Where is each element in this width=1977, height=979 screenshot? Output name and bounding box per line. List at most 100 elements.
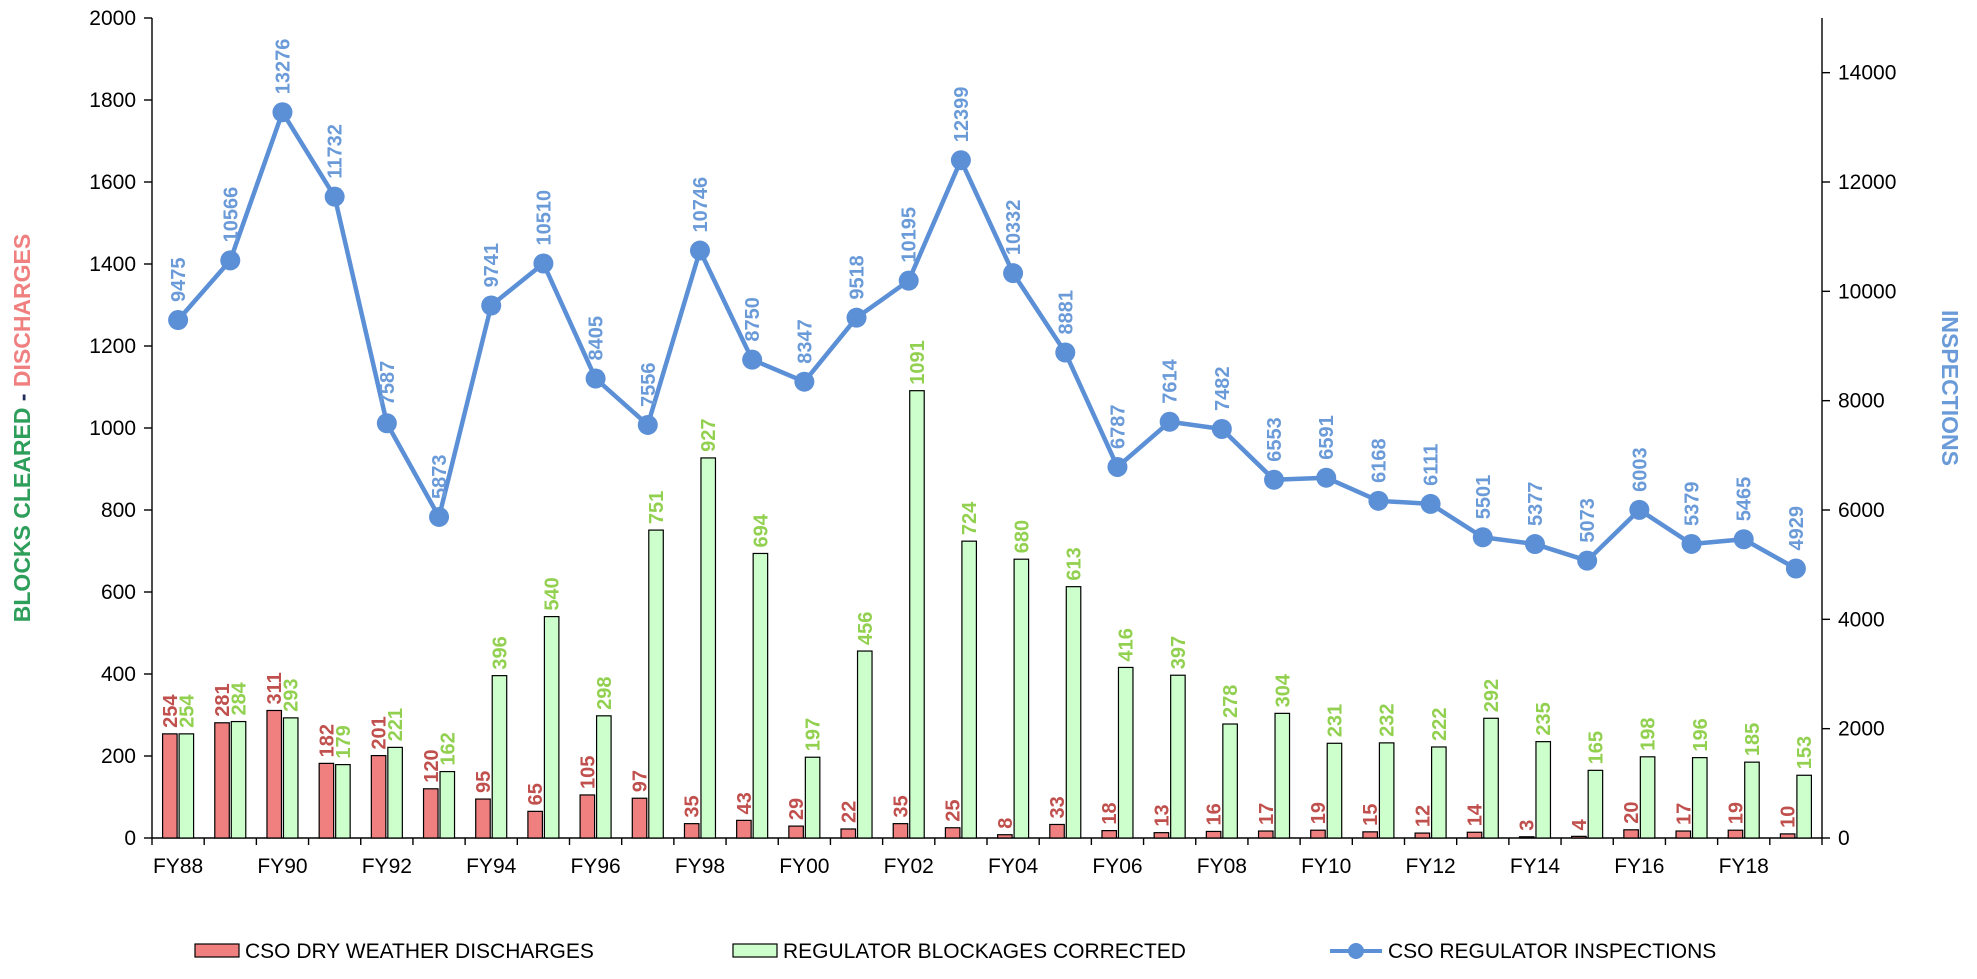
regulator-blockage-bar bbox=[1378, 742, 1395, 839]
inspections-marker bbox=[1368, 490, 1389, 511]
inspections-label: 13276 bbox=[272, 39, 294, 95]
cso-discharge-bar-label: 22 bbox=[838, 801, 860, 823]
regulator-blockage-bar-label: 185 bbox=[1742, 723, 1764, 756]
x-tick-label: FY90 bbox=[257, 855, 307, 878]
legend-item: CSO DRY WEATHER DISCHARGES bbox=[194, 940, 594, 963]
inspections-marker bbox=[950, 150, 971, 171]
cso-discharge-bar-label: 105 bbox=[577, 756, 599, 789]
inspections-label: 6787 bbox=[1107, 404, 1129, 449]
x-tick-label: FY04 bbox=[988, 855, 1039, 878]
x-tick-label: FY16 bbox=[1614, 855, 1664, 878]
cso-discharge-bar bbox=[892, 823, 909, 839]
regulator-blockage-bar bbox=[909, 390, 925, 839]
x-tick-label: FY12 bbox=[1405, 855, 1455, 878]
regulator-blockage-bar-label: 396 bbox=[489, 636, 511, 669]
regulator-blockage-bar-label: 456 bbox=[855, 612, 877, 645]
inspections-marker bbox=[1316, 467, 1337, 488]
cso-discharge-bar bbox=[996, 834, 1013, 839]
cso-discharge-bar-label: 25 bbox=[943, 800, 965, 822]
cso-discharge-bar-label: 182 bbox=[316, 724, 338, 757]
inspections-label: 5501 bbox=[1473, 475, 1495, 520]
inspections-label: 7587 bbox=[377, 361, 399, 406]
cso-discharge-bar bbox=[1466, 831, 1483, 839]
right-tick-label: 0 bbox=[1838, 827, 1850, 850]
inspections-label: 5873 bbox=[429, 454, 451, 499]
cso-discharge-bar bbox=[1727, 829, 1744, 839]
inspections-label: 12399 bbox=[951, 87, 973, 143]
inspections-label: 5073 bbox=[1577, 498, 1599, 543]
inspections-line-path bbox=[176, 109, 1798, 571]
cso-discharge-bar-label: 254 bbox=[160, 694, 182, 728]
legend-marker bbox=[1348, 943, 1364, 959]
cso-discharge-bar bbox=[631, 797, 648, 839]
cso-discharge-bar-label: 43 bbox=[734, 792, 756, 814]
regulator-blockage-bar-label: 165 bbox=[1585, 731, 1607, 764]
cso-discharge-bar bbox=[370, 754, 387, 839]
inspections-label: 7482 bbox=[1212, 366, 1234, 411]
legend-item: CSO REGULATOR INSPECTIONS bbox=[1330, 940, 1716, 963]
inspections-label: 10510 bbox=[533, 190, 555, 246]
regulator-blockage-bar-label: 724 bbox=[959, 501, 981, 535]
left-tick-label: 1600 bbox=[89, 171, 136, 194]
regulator-blockage-bar bbox=[230, 720, 247, 839]
cso-discharge-bar bbox=[1205, 830, 1222, 839]
cso-discharge-bar-label: 97 bbox=[630, 770, 652, 792]
legend-label: REGULATOR BLOCKAGES CORRECTED bbox=[783, 940, 1186, 963]
cso-discharge-bar-label: 15 bbox=[1360, 804, 1382, 826]
regulator-blockage-bar bbox=[387, 746, 403, 839]
cso-discharge-bar-label: 12 bbox=[1412, 805, 1434, 827]
regulator-blockage-bar-label: 293 bbox=[281, 678, 303, 711]
inspections-marker bbox=[1159, 411, 1180, 432]
inspections-label: 8750 bbox=[742, 297, 764, 342]
regulator-blockage-bar bbox=[439, 770, 456, 839]
cso-discharge-bar-label: 35 bbox=[890, 795, 912, 817]
left-tick-label: 200 bbox=[101, 745, 136, 768]
legend-swatch bbox=[732, 943, 778, 958]
left-tick-label: 1800 bbox=[89, 89, 136, 112]
inspections-marker bbox=[1420, 493, 1441, 514]
regulator-blockage-bar bbox=[1013, 558, 1030, 839]
regulator-blockage-bar-label: 221 bbox=[385, 708, 407, 741]
inspections-marker bbox=[637, 414, 658, 435]
cso-discharge-bar bbox=[1257, 830, 1274, 839]
cso-discharge-bar-label: 35 bbox=[682, 795, 704, 817]
regulator-blockage-bar-label: 1091 bbox=[907, 340, 929, 385]
right-tick-label: 4000 bbox=[1838, 608, 1885, 631]
regulator-blockage-bar bbox=[1222, 723, 1238, 839]
legend-swatch bbox=[194, 943, 240, 958]
inspections-marker bbox=[1577, 550, 1598, 571]
inspections-marker bbox=[794, 371, 815, 392]
legend: CSO DRY WEATHER DISCHARGES REGULATOR BLOC… bbox=[194, 940, 1716, 963]
inspections-label: 9518 bbox=[847, 255, 869, 300]
inspections-label: 9475 bbox=[168, 258, 190, 303]
right-tick-label: 10000 bbox=[1838, 280, 1896, 303]
regulator-blockage-bar-label: 927 bbox=[698, 419, 720, 452]
inspections-marker bbox=[846, 307, 867, 328]
inspections-label: 7556 bbox=[638, 362, 660, 407]
regulator-blockage-bar-label: 416 bbox=[1116, 628, 1138, 661]
y-axis-left-title-part: - bbox=[9, 387, 35, 407]
regulator-blockage-bar bbox=[1483, 717, 1499, 839]
inspections-marker bbox=[533, 253, 554, 274]
cso-discharge-bar bbox=[1414, 832, 1431, 839]
inspections-marker bbox=[1524, 534, 1545, 555]
regulator-blockage-bar bbox=[491, 675, 508, 839]
inspections-marker bbox=[585, 368, 606, 389]
inspections-label: 8347 bbox=[794, 319, 816, 364]
regulator-blockage-bar-label: 162 bbox=[437, 732, 459, 765]
inspections-label: 10746 bbox=[690, 177, 712, 233]
inspections-line bbox=[168, 102, 1806, 579]
legend-label: CSO REGULATOR INSPECTIONS bbox=[1388, 940, 1716, 963]
inspections-label: 6591 bbox=[1316, 415, 1338, 460]
cso-discharge-bar-label: 14 bbox=[1465, 803, 1487, 826]
regulator-blockage-bar bbox=[856, 650, 873, 839]
cso-discharge-bar-label: 33 bbox=[1047, 796, 1069, 818]
cso-discharge-bar-label: 29 bbox=[786, 798, 808, 820]
cso-discharge-bar bbox=[527, 810, 544, 839]
cso-discharge-bar-label: 16 bbox=[1204, 803, 1226, 825]
x-tick-label: FY96 bbox=[570, 855, 620, 878]
right-tick-label: 14000 bbox=[1838, 62, 1896, 85]
cso-discharge-bar bbox=[161, 733, 178, 839]
regulator-blockage-bar bbox=[1691, 757, 1708, 839]
cso-discharge-bar bbox=[1101, 830, 1118, 839]
